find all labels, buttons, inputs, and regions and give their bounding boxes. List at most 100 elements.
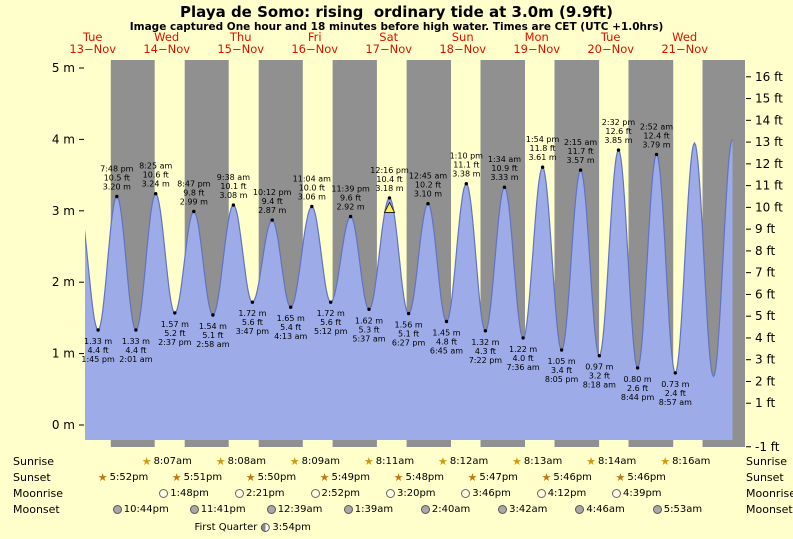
tide-extreme-dot: [578, 168, 583, 172]
tide-annotation-line: 0.80 m: [624, 375, 652, 384]
moonset-icon: [652, 505, 662, 514]
day-date: 13−Nov: [69, 42, 116, 56]
moonrise-entry: 2:52pm: [310, 488, 360, 499]
sunrise-star-icon: ★: [363, 454, 374, 468]
sunset-entry-time: 5:46pm: [627, 472, 666, 483]
tide-annotation-line: 10:12 pm: [253, 188, 292, 197]
tide-annotation-line: 8:25 am: [139, 162, 172, 171]
moonrise-icon: [461, 489, 471, 498]
tide-annotation-line: 6:27 pm: [392, 339, 426, 348]
y-axis-label-ft: 16 ft: [755, 70, 783, 84]
tide-annotation-low: 1.22 m4.0 ft7:36 am: [506, 336, 540, 372]
tide-annotation-line: 2.87 m: [258, 206, 286, 215]
moonrise-entry: 3:46pm: [461, 488, 511, 499]
tide-extreme-dot: [616, 148, 621, 152]
moonrise-icon: [310, 489, 320, 498]
day-date: 19−Nov: [513, 42, 560, 56]
day-name: Sat: [379, 30, 398, 44]
tide-annotation-line: 1.57 m: [161, 320, 189, 329]
y-axis-label-ft: -1 ft: [755, 440, 780, 454]
tide-extreme-dot: [96, 328, 100, 332]
sunset-entry-time: 5:50pm: [257, 472, 297, 483]
y-axis-label-m: 2 m: [52, 275, 75, 289]
sunrise-entry: ★ 8:16am: [660, 456, 710, 468]
tide-extreme-dot: [673, 371, 677, 375]
tide-annotation-line: 3.57 m: [567, 156, 595, 165]
sunrise-label-left: Sunrise: [13, 455, 55, 468]
tide-annotation-line: 8:47 pm: [177, 180, 211, 189]
moonset-entry-time: 12:39am: [277, 504, 323, 515]
y-axis-label-ft: 5 ft: [755, 309, 775, 323]
tide-annotation-low: 1.57 m5.2 ft2:37 pm: [158, 311, 192, 347]
tide-annotation-low: 0.73 m2.4 ft8:57 am: [659, 371, 692, 407]
tide-annotation-line: 0.97 m: [585, 363, 613, 372]
moonrise-icon: [386, 489, 395, 498]
tide-annotation-line: 5.6 ft: [242, 318, 263, 327]
sunset-entry-time: 5:46pm: [553, 472, 592, 483]
sunset-entry-time: 5:52pm: [109, 472, 149, 483]
day-name: Mon: [525, 30, 549, 44]
tide-annotation-line: 7:22 pm: [469, 356, 503, 365]
tide-annotation-line: 10.2 ft: [415, 181, 441, 190]
tide-extreme-dot: [426, 202, 430, 206]
tide-extreme-dot: [540, 165, 545, 169]
tide-annotation-line: 1:10 pm: [450, 152, 484, 161]
sunrise-entry: ★ 8:12am: [438, 456, 489, 468]
tide-annotation-line: 1.22 m: [509, 345, 537, 354]
day-name: Wed: [672, 30, 697, 44]
sunset-star-icon: ★: [615, 470, 626, 484]
tide-annotation-line: 4.4 ft: [88, 346, 109, 355]
moonrise-icon: [235, 489, 244, 498]
tide-annotation-line: 2.4 ft: [665, 389, 686, 398]
sunset-entry-time: 5:47pm: [479, 472, 518, 483]
day-date: 17−Nov: [365, 42, 412, 56]
tide-annotation-low: 1.33 m4.4 ft2:01 am: [119, 328, 153, 364]
tide-annotation-low: 1.65 m5.4 ft4:13 am: [274, 305, 308, 341]
tide-annotation-line: 1:34 am: [488, 155, 521, 164]
moonset-icon: [112, 505, 122, 514]
moonset-entry-time: 1:39am: [354, 504, 394, 515]
moonset-label-right: Moonset: [746, 503, 793, 516]
tide-annotation-line: 1.72 m: [317, 309, 345, 318]
tide-curve-area: [85, 139, 733, 440]
page-subtitle: Image captured One hour and 18 minutes b…: [129, 21, 664, 33]
tide-extreme-dot: [231, 203, 236, 207]
tide-annotation-line: 1.45 m: [432, 329, 460, 338]
tide-extreme-dot: [329, 300, 333, 304]
sunrise-row: Sunrise Sunrise ★ 8:07am ★ 8:08am ★ 8:09am ★ 8:…: [0, 454, 793, 470]
sunset-entry: ★ 5:51pm: [172, 472, 222, 484]
tide-annotation-line: 5.1 ft: [398, 330, 419, 339]
tide-extreme-dot: [521, 336, 525, 340]
sunset-entry-time: 5:48pm: [405, 472, 445, 483]
tide-annotation-line: 3.18 m: [375, 184, 403, 193]
sunrise-entry-time: 8:12am: [449, 456, 489, 467]
tide-annotation-low: 1.72 m5.6 ft3:47 pm: [236, 300, 269, 336]
tide-annotation-line: 2:58 am: [196, 340, 229, 349]
moonset-entry-time: 11:41pm: [200, 504, 246, 515]
day-name: Tue: [600, 30, 621, 44]
moonset-entry: 3:42am: [498, 504, 547, 515]
sunrise-entry-time: 8:07am: [153, 456, 192, 467]
moonrise-icon: [536, 489, 546, 498]
tide-extreme-dot: [502, 185, 507, 189]
tide-extreme-dot: [192, 209, 196, 214]
tide-annotation-line: 8:44 pm: [621, 393, 655, 402]
tide-extreme-dot: [483, 329, 488, 333]
moonrise-entry: 2:21pm: [235, 488, 285, 499]
moonset-icon: [189, 505, 199, 514]
tide-annotation-line: 5.2 ft: [164, 329, 185, 338]
sunrise-star-icon: ★: [215, 454, 226, 468]
y-axis-label-ft: 1 ft: [755, 396, 775, 410]
tide-annotation-line: 1.05 m: [548, 357, 576, 366]
sunrise-entry: ★ 8:14am: [586, 456, 636, 468]
tide-annotation-line: 3.06 m: [298, 193, 326, 202]
sunset-star-icon: ★: [467, 470, 478, 484]
moon-phase-row: First Quarter 3:54pm: [194, 519, 310, 535]
